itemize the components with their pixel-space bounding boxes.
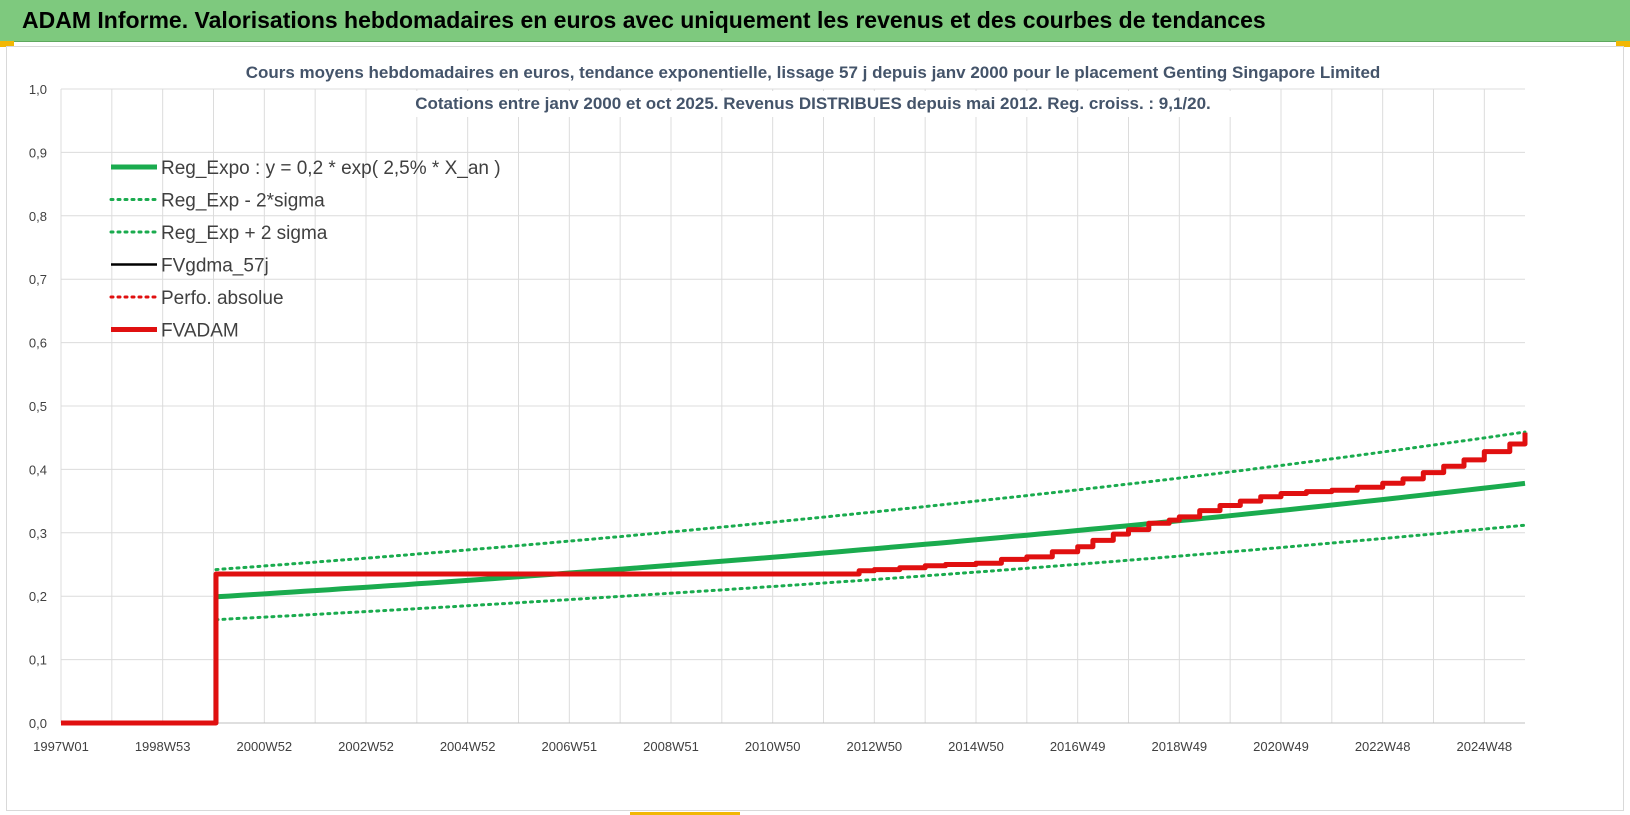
legend-label: Reg_Exp - 2*sigma (161, 191, 325, 212)
bottom-accent (630, 812, 740, 815)
chart-title-bg (210, 60, 1416, 86)
y-tick-label: 0,6 (29, 336, 47, 351)
corner-accent-left (0, 41, 14, 47)
x-tick-label: 2018W49 (1152, 739, 1208, 754)
x-tick-label: 2002W52 (338, 739, 394, 754)
x-tick-label: 2004W52 (440, 739, 496, 754)
x-tick-label: 2006W51 (542, 739, 598, 754)
x-tick-label: 2022W48 (1355, 739, 1411, 754)
x-tick-label: 2010W50 (745, 739, 801, 754)
chart-title-bg (375, 91, 1251, 117)
x-tick-label: 2016W49 (1050, 739, 1106, 754)
chart-title-line: Cours moyens hebdomadaires en euros, ten… (246, 63, 1381, 82)
x-tick-label: 2020W49 (1253, 739, 1309, 754)
x-tick-label: 2014W50 (948, 739, 1004, 754)
line-chart: 0,0 0,1 0,2 0,3 0,4 0,5 0,6 0,7 0,8 0,9 1,0 1997W01… (29, 60, 1528, 754)
y-tick-label: 0,5 (29, 399, 47, 414)
legend-label: Reg_Expo : y = 0,2 * exp( 2,5% * X_an ) (161, 158, 501, 179)
y-tick-label: 0,2 (29, 589, 47, 604)
header-banner: ADAM Informe. Valorisations hebdomadaire… (0, 0, 1630, 42)
corner-accent-right (1616, 41, 1630, 47)
x-tick-label: 2012W50 (847, 739, 903, 754)
chart-title-line: Cotations entre janv 2000 et oct 2025. R… (415, 94, 1211, 113)
series-line (214, 430, 1527, 572)
legend-label: FVADAM (161, 321, 239, 342)
y-tick-label: 0,8 (29, 209, 47, 224)
series-line (214, 523, 1527, 622)
y-tick-label: 0,9 (29, 145, 47, 160)
series-line (61, 432, 1528, 726)
chart-frame: 0,0 0,1 0,2 0,3 0,4 0,5 0,6 0,7 0,8 0,9 1,0 1997W01… (6, 46, 1624, 811)
x-tick-label: 2008W51 (643, 739, 699, 754)
x-tick-label: 2000W52 (237, 739, 293, 754)
y-tick-label: 0,7 (29, 272, 47, 287)
page-title: ADAM Informe. Valorisations hebdomadaire… (22, 7, 1266, 33)
legend-label: Reg_Exp + 2 sigma (161, 223, 328, 244)
y-tick-label: 0,4 (29, 462, 47, 477)
x-tick-label: 1998W53 (135, 739, 191, 754)
y-tick-label: 1,0 (29, 82, 47, 97)
series-line (215, 480, 1526, 600)
legend-label: FVgdma_57j (161, 256, 269, 277)
y-tick-label: 0,0 (29, 716, 47, 731)
x-tick-label: 1997W01 (33, 739, 89, 754)
y-tick-label: 0,1 (29, 653, 47, 668)
y-tick-label: 0,3 (29, 526, 47, 541)
x-tick-label: 2024W48 (1457, 739, 1513, 754)
legend-label: Perfo. absolue (161, 288, 284, 309)
